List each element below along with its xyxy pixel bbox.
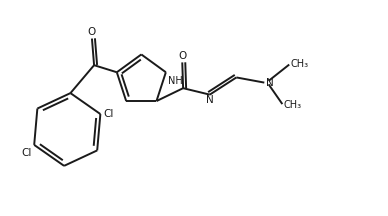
Text: O: O — [88, 27, 96, 37]
Text: N: N — [206, 95, 214, 105]
Text: O: O — [178, 51, 186, 61]
Text: N: N — [266, 78, 274, 88]
Text: CH₃: CH₃ — [284, 100, 302, 110]
Text: Cl: Cl — [103, 109, 113, 119]
Text: NH: NH — [168, 76, 182, 86]
Text: Cl: Cl — [22, 148, 32, 158]
Text: CH₃: CH₃ — [291, 59, 308, 69]
